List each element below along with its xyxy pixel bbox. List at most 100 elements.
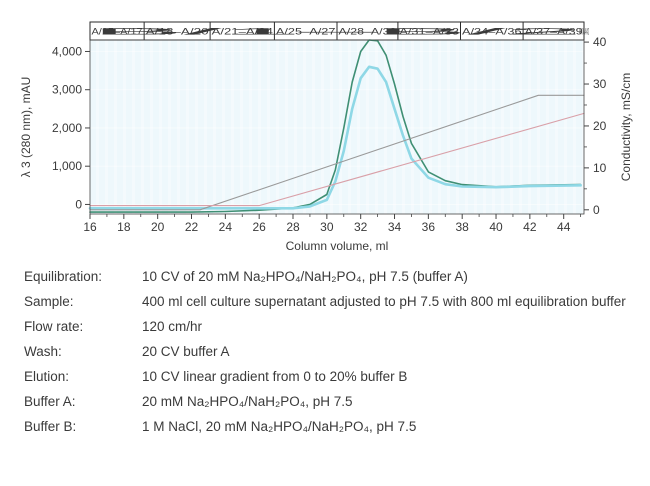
band-stripe bbox=[222, 40, 225, 214]
y2-tick-label: 30 bbox=[593, 77, 607, 91]
x-tick-label: 28 bbox=[286, 220, 300, 234]
band-stripe bbox=[492, 40, 495, 214]
y-tick-label: 4,000 bbox=[52, 44, 82, 58]
band-stripe bbox=[474, 40, 477, 214]
chromatogram-chart: A/15–A/17 A/18–A/20 A/21–A/24 A/25–A/27 A/28… bbox=[19, 21, 633, 253]
x-tick-label: 16 bbox=[83, 220, 97, 234]
y2-tick-label: 10 bbox=[593, 161, 607, 175]
fraction-label: A/28–A/30 bbox=[339, 27, 397, 37]
condition-row-buffer-a: Buffer A: 20 mM Na₂HPO₄/NaH₂PO₄, pH 7.5 bbox=[24, 393, 634, 411]
condition-value: 120 cm/hr bbox=[142, 319, 203, 334]
band-stripe bbox=[249, 40, 252, 214]
band-stripe bbox=[393, 40, 396, 214]
condition-label: Buffer B: bbox=[24, 419, 77, 434]
plot-frame bbox=[89, 39, 585, 215]
x-tick-label: 24 bbox=[219, 220, 233, 234]
band-stripe bbox=[501, 40, 504, 214]
band-stripe bbox=[411, 40, 414, 214]
band-stripe bbox=[114, 40, 117, 214]
run-conditions: Equilibration: 10 CV of 20 mM Na₂HPO₄/Na… bbox=[24, 268, 634, 443]
band-stripe bbox=[150, 40, 153, 214]
condition-row-wash: Wash: 20 CV buffer A bbox=[24, 343, 634, 361]
x-tick-label: 36 bbox=[422, 220, 436, 234]
band-stripe bbox=[159, 40, 162, 214]
y2-axis-label: Conductivity, mS/cm bbox=[619, 73, 633, 181]
band-stripe bbox=[564, 40, 567, 214]
fraction-label: A/31–A/33 bbox=[399, 27, 459, 37]
x-tick-label: 44 bbox=[557, 220, 571, 234]
band-stripe bbox=[213, 40, 216, 214]
band-stripe bbox=[186, 40, 189, 214]
band-stripe bbox=[456, 40, 459, 214]
band-stripe bbox=[168, 40, 171, 214]
band-stripe bbox=[528, 40, 531, 214]
band-stripe bbox=[519, 40, 522, 214]
band-stripe bbox=[510, 40, 513, 214]
band-stripe bbox=[240, 40, 243, 214]
band-stripe bbox=[339, 40, 342, 214]
fraction-label: B/1–B/2 bbox=[92, 27, 583, 37]
band-stripe bbox=[141, 40, 144, 214]
band-stripe bbox=[447, 40, 450, 214]
band-stripe bbox=[321, 40, 324, 214]
x-tick-label: 40 bbox=[489, 220, 503, 234]
fraction-label: A/34–A/36 bbox=[462, 27, 522, 37]
condition-value: 1 M NaCl, 20 mM Na₂HPO₄/NaH₂PO₄, pH 7.5 bbox=[142, 419, 417, 434]
band-stripe bbox=[483, 40, 486, 214]
condition-row-buffer-b: Buffer B: 1 M NaCl, 20 mM Na₂HPO₄/NaH₂PO… bbox=[24, 418, 634, 436]
band-stripe bbox=[582, 40, 585, 214]
x-axis-label: Column volume, ml bbox=[286, 239, 389, 253]
x-tick-label: 32 bbox=[354, 220, 368, 234]
x-tick-label: 42 bbox=[523, 220, 537, 234]
condition-value: 20 mM Na₂HPO₄/NaH₂PO₄, pH 7.5 bbox=[142, 394, 353, 409]
band-stripe bbox=[357, 40, 360, 214]
band-stripe bbox=[132, 40, 135, 214]
fraction-band bbox=[90, 40, 584, 214]
condition-row-elution: Elution: 10 CV linear gradient from 0 to… bbox=[24, 368, 634, 386]
y2-tick-label: 0 bbox=[593, 203, 600, 217]
x-tick-label: 38 bbox=[456, 220, 470, 234]
y-tick-label: 1,000 bbox=[52, 159, 82, 173]
fraction-label: A/40–A/42 bbox=[579, 27, 589, 37]
conductivity-trace bbox=[89, 112, 585, 207]
x-tick-label: 22 bbox=[185, 220, 199, 234]
band-stripe bbox=[105, 40, 108, 214]
fraction-label: A/21–A/24 bbox=[212, 27, 273, 37]
band-stripe bbox=[573, 40, 576, 214]
band-stripe bbox=[537, 40, 540, 214]
conductivity-trace bbox=[89, 94, 585, 211]
x-tick-label: 18 bbox=[117, 220, 131, 234]
condition-row-flow-rate: Flow rate: 120 cm/hr bbox=[24, 318, 634, 336]
band-stripe bbox=[375, 40, 378, 214]
band-stripe bbox=[204, 40, 207, 214]
x-tick-label: 20 bbox=[151, 220, 165, 234]
band-stripe bbox=[402, 40, 405, 214]
band-stripe bbox=[465, 40, 468, 214]
condition-label: Equilibration: bbox=[24, 269, 103, 284]
band-stripe bbox=[420, 40, 423, 214]
band-stripe bbox=[123, 40, 126, 214]
band-stripe bbox=[312, 40, 315, 214]
band-stripe bbox=[258, 40, 261, 214]
band-stripe bbox=[330, 40, 333, 214]
band-stripe bbox=[555, 40, 558, 214]
condition-value: 10 CV linear gradient from 0 to 20% buff… bbox=[142, 369, 408, 384]
x-tick-label: 26 bbox=[252, 220, 266, 234]
condition-value: 400 ml cell culture supernatant adjusted… bbox=[142, 294, 626, 309]
condition-label: Wash: bbox=[24, 344, 62, 359]
band-stripe bbox=[294, 40, 297, 214]
band-stripe bbox=[177, 40, 180, 214]
fraction-label: A/25–A/27 bbox=[276, 27, 336, 37]
uv-trace bbox=[88, 65, 582, 210]
y-tick-label: 3,000 bbox=[52, 83, 82, 97]
y-tick-label: 0 bbox=[75, 197, 82, 211]
condition-row-sample: Sample: 400 ml cell culture supernatant … bbox=[24, 293, 634, 311]
y2-tick-label: 40 bbox=[593, 35, 607, 49]
band-stripe bbox=[303, 40, 306, 214]
x-tick-label: 34 bbox=[388, 220, 402, 234]
y-tick-label: 2,000 bbox=[52, 121, 82, 135]
band-stripe bbox=[366, 40, 369, 214]
band-stripe bbox=[267, 40, 270, 214]
condition-label: Buffer A: bbox=[24, 394, 76, 409]
condition-label: Sample: bbox=[24, 294, 74, 309]
